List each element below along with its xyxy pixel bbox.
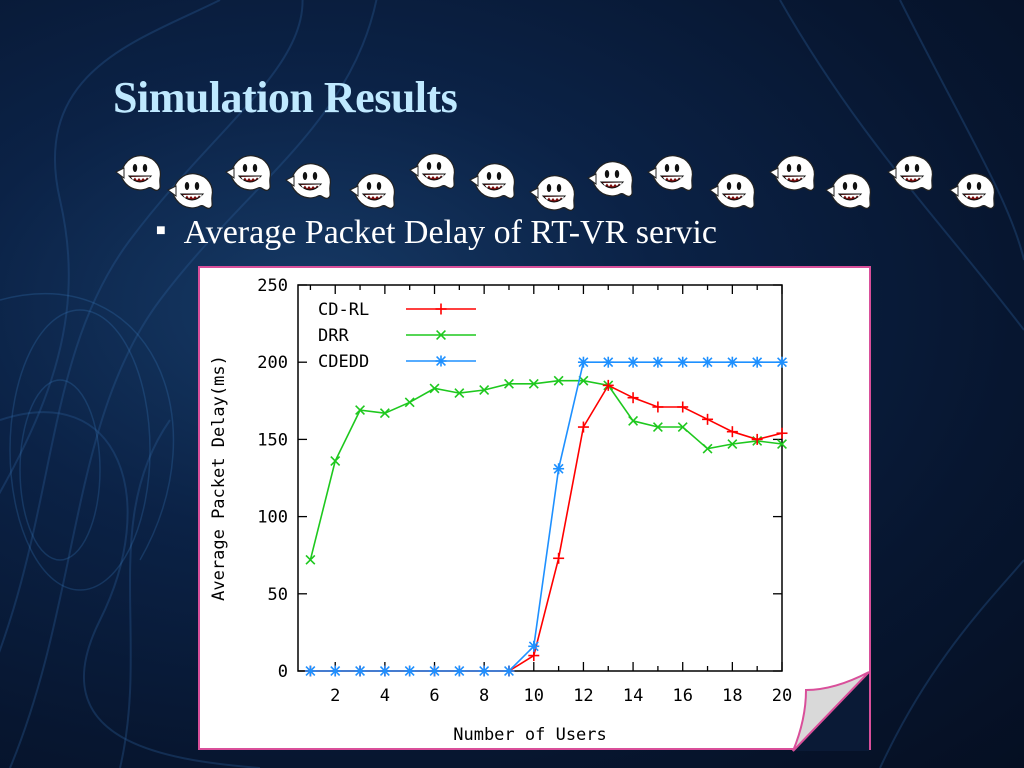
data-point-cdedd xyxy=(478,665,490,677)
y-tick-label: 250 xyxy=(257,276,288,296)
data-point-cdedd xyxy=(652,356,664,368)
data-point-cdedd xyxy=(503,665,515,677)
x-axis-label: Number of Users xyxy=(453,725,607,745)
data-point-cdedd xyxy=(577,356,589,368)
ghost-icon xyxy=(469,163,515,200)
x-tick-label: 2 xyxy=(330,686,340,706)
data-point-drr xyxy=(727,439,738,449)
data-point-cd-rl xyxy=(751,433,763,445)
ghost-icon xyxy=(647,155,693,192)
legend-label: CDEDD xyxy=(318,352,369,372)
data-point-cdedd xyxy=(354,665,366,677)
ghost-icon xyxy=(349,173,395,210)
data-point-drr xyxy=(628,415,639,426)
x-tick-label: 8 xyxy=(479,686,489,706)
data-point-drr xyxy=(479,385,490,395)
square-bullet-icon: ■ xyxy=(156,222,166,240)
y-tick-label: 0 xyxy=(278,662,288,682)
x-tick-label: 4 xyxy=(380,686,390,706)
data-point-drr xyxy=(528,378,539,389)
data-point-drr xyxy=(404,397,415,408)
data-point-cdedd xyxy=(751,356,763,368)
line-chart: 0 50 100 150 200 250 2 4 6 8 10 12 14 16 18 20 Number of… xyxy=(209,276,792,745)
data-point-cd-rl xyxy=(577,421,589,433)
data-point-cd-rl xyxy=(652,401,664,413)
legend-label: CD-RL xyxy=(318,300,369,320)
ghost-icon xyxy=(949,173,995,210)
x-tick-label: 10 xyxy=(524,686,544,706)
data-point-cdedd xyxy=(726,356,738,368)
data-point-drr xyxy=(379,408,390,419)
legend-swatch-marker xyxy=(435,355,447,367)
x-tick-label: 12 xyxy=(573,686,593,706)
plot-area-border xyxy=(297,284,783,672)
data-point-cdedd xyxy=(627,356,639,368)
data-point-drr xyxy=(702,443,713,454)
ghost-icon-row xyxy=(115,153,995,212)
data-point-cd-rl xyxy=(627,392,639,404)
legend-swatch-marker xyxy=(435,303,447,315)
data-point-cdedd xyxy=(404,665,416,677)
data-point-cd-rl xyxy=(776,427,788,439)
data-point-cdedd xyxy=(776,356,788,368)
data-point-drr xyxy=(777,439,787,449)
bullet-text: Average Packet Delay of RT-VR servic xyxy=(183,214,717,251)
legend-label: DRR xyxy=(318,326,349,346)
data-point-drr xyxy=(305,554,316,565)
ghost-icon xyxy=(115,155,161,192)
ghost-icon xyxy=(587,161,633,198)
data-point-cdedd xyxy=(429,665,441,677)
chart-frame: 0 50 100 150 200 250 2 4 6 8 10 12 14 16 18 20 Number of… xyxy=(198,266,871,750)
ghost-icon xyxy=(285,163,331,200)
series-line-cd-rl xyxy=(310,384,783,672)
ghost-icon xyxy=(709,173,755,210)
x-tick-label: 20 xyxy=(772,686,792,706)
slide-title: Simulation Results xyxy=(113,73,458,122)
data-point-cdedd xyxy=(702,356,714,368)
x-tick-label: 14 xyxy=(623,686,643,706)
y-tick-label: 50 xyxy=(268,585,288,605)
data-point-cd-rl xyxy=(677,401,689,413)
data-point-cdedd xyxy=(553,463,565,475)
data-point-cd-rl xyxy=(702,413,714,425)
data-point-cdedd xyxy=(453,665,465,677)
y-tick-label: 200 xyxy=(257,353,288,373)
data-point-drr xyxy=(429,383,440,394)
ghost-icon xyxy=(225,155,271,192)
data-point-cdedd xyxy=(677,356,689,368)
data-point-cd-rl xyxy=(553,552,565,564)
x-tick-label: 6 xyxy=(429,686,439,706)
x-tick-label: 18 xyxy=(722,686,742,706)
data-point-cd-rl xyxy=(528,650,540,662)
data-point-drr xyxy=(330,456,341,466)
data-point-drr xyxy=(553,375,564,386)
data-point-drr xyxy=(677,422,688,433)
ghost-icon xyxy=(769,155,815,192)
data-point-cdedd xyxy=(304,665,316,677)
y-axis-label: Average Packet Delay(ms) xyxy=(209,355,229,601)
data-point-cd-rl xyxy=(602,379,614,391)
ghost-icon xyxy=(167,173,213,210)
data-point-cd-rl xyxy=(726,426,738,438)
data-point-cdedd xyxy=(602,356,614,368)
data-point-cdedd xyxy=(329,665,341,677)
legend-swatch-marker xyxy=(436,330,446,340)
data-point-drr xyxy=(652,422,663,433)
data-point-drr xyxy=(355,405,366,416)
data-point-cdedd xyxy=(528,640,540,652)
ghost-icon xyxy=(825,173,871,210)
data-point-cdedd xyxy=(379,665,391,677)
y-tick-label: 150 xyxy=(257,430,288,450)
data-point-drr xyxy=(454,388,465,399)
series-line-drr xyxy=(309,379,783,560)
ghost-icon xyxy=(409,153,455,190)
data-point-drr xyxy=(504,378,514,389)
ghost-icon xyxy=(887,155,933,192)
y-tick-label: 100 xyxy=(257,508,288,528)
bullet-item: ■ Average Packet Delay of RT-VR servic xyxy=(156,214,717,252)
x-tick-label: 16 xyxy=(672,686,692,706)
ghost-icon xyxy=(529,175,575,212)
